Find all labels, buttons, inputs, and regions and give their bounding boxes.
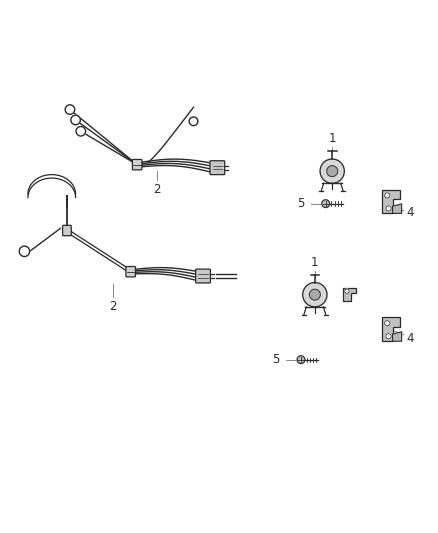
Circle shape (344, 289, 348, 293)
Circle shape (309, 289, 320, 300)
FancyBboxPatch shape (63, 225, 71, 236)
FancyBboxPatch shape (132, 159, 141, 170)
Circle shape (384, 193, 389, 198)
Polygon shape (342, 288, 355, 301)
Circle shape (71, 115, 80, 125)
Text: 1: 1 (311, 256, 318, 269)
Circle shape (326, 166, 337, 176)
Text: 4: 4 (405, 332, 413, 344)
FancyBboxPatch shape (195, 269, 210, 283)
Text: 2: 2 (152, 183, 160, 196)
FancyBboxPatch shape (209, 161, 224, 175)
Circle shape (297, 356, 304, 364)
Circle shape (302, 282, 326, 307)
Circle shape (384, 321, 389, 326)
Circle shape (321, 200, 329, 207)
Text: 5: 5 (296, 197, 304, 210)
Circle shape (65, 105, 74, 115)
FancyBboxPatch shape (126, 266, 135, 277)
Text: 2: 2 (110, 300, 117, 313)
Polygon shape (392, 332, 401, 341)
Circle shape (19, 246, 30, 256)
Circle shape (76, 126, 85, 136)
Circle shape (319, 159, 343, 183)
Circle shape (189, 117, 198, 126)
Polygon shape (381, 190, 399, 213)
Polygon shape (392, 204, 401, 213)
Text: 5: 5 (271, 353, 279, 366)
Circle shape (385, 334, 390, 339)
Text: 4: 4 (405, 206, 413, 219)
Text: 1: 1 (328, 132, 335, 145)
Polygon shape (381, 318, 399, 341)
Circle shape (385, 206, 390, 211)
